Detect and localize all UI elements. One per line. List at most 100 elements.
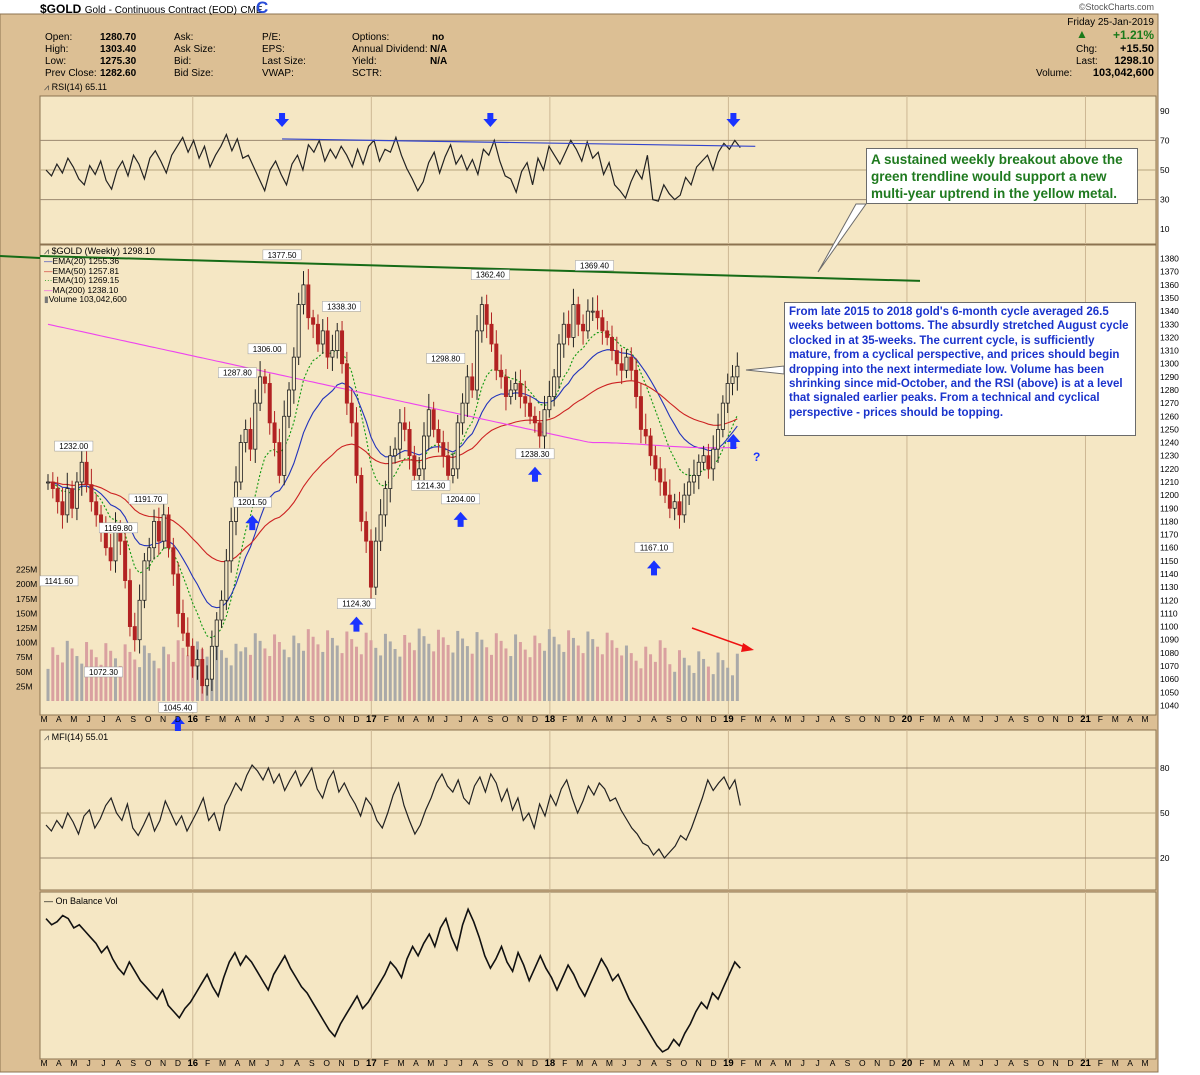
price-candle [638,396,643,430]
volume-bar [489,654,493,701]
price-tick-label: 1180 [1160,516,1179,526]
volume-bar [543,650,547,701]
x-tick-label: N [517,1058,523,1068]
volume-bar [287,657,291,701]
sctr-label: SCTR: [352,68,382,79]
x-tick-label: A [770,1058,776,1068]
price-tick-label: 1120 [1160,595,1179,605]
volume-bar [523,649,527,701]
x-tick-label: F [741,1058,746,1068]
high-label-box [54,440,94,452]
volume-trend-arrow [691,627,749,649]
x-tick-label: M [219,1058,226,1068]
mfi-label-text: MFI(14) 55.01 [51,732,109,742]
options-label: Options: [352,32,390,43]
price-tick-label: 1250 [1160,424,1179,434]
price-tick-label: 1060 [1160,674,1179,684]
volume-bar [393,649,397,701]
up-arrow-icon [453,511,468,527]
obv-legend-swatch: — [44,896,53,906]
x-tick-label: J [622,714,626,724]
volume-bar [248,654,252,701]
rsi-panel-icon: ⩘ [44,82,50,92]
price-trendline [39,254,921,282]
price-candle [605,330,610,338]
price-tick-label: 1100 [1160,622,1179,632]
price-candle [330,350,335,358]
price-candle [600,317,605,332]
volume-bar [446,644,450,701]
price-candle [648,435,653,457]
options-value: no [432,32,445,43]
price-candle [484,304,489,325]
x-tick-label: J [458,1058,462,1068]
price-candle [359,475,364,522]
x-tick-label: N [696,714,702,724]
x-tick-label: J [101,714,105,724]
volume-bar [263,648,267,701]
price-candle [291,356,296,391]
price-candle [354,422,359,476]
legend-ema10-text: EMA(10) 1269.15 [52,275,120,285]
high-label: 1232.00 [59,442,88,451]
price-tick-label: 1170 [1160,530,1179,540]
volume-bar [591,639,595,701]
price-tick-label: 1260 [1160,411,1179,421]
price-candle [653,455,658,470]
price-candle [537,422,542,437]
x-tick-label: N [517,714,523,724]
x-tick-label: J [101,1058,105,1068]
price-candle [142,560,147,601]
volume-bar [644,646,648,701]
price-candle [315,323,320,345]
x-tick-label: A [56,714,62,724]
price-candle [161,514,166,542]
price-candle [629,356,634,371]
volume-bar [94,657,98,701]
volume-bar [475,632,479,701]
x-tick-label: S [488,1058,494,1068]
volume-bar [273,634,277,701]
volume-bar [567,630,571,701]
high-label: 1338.30 [327,302,356,311]
x-tick-label: N [696,1058,702,1068]
x-tick-label: F [205,714,210,724]
price-candle [508,389,513,397]
price-candle [166,514,171,549]
mfi-line [45,763,741,859]
x-tick-label: O [1038,1058,1045,1068]
volume-bar [56,654,60,701]
volume-bar [557,644,561,701]
price-candle [267,383,272,424]
high-label: 1169.80 [104,524,133,533]
volume-bar [571,637,575,701]
price-candle [195,659,200,667]
volume-bar [51,647,55,701]
price-candle [532,415,537,424]
x-tick-label: 19 [723,714,734,725]
last-label: Last: [1076,56,1098,67]
price-candle [518,383,523,397]
price-tick-label: 1340 [1160,306,1179,316]
legend-ma200-swatch: — [44,284,53,295]
price-tick-label: 1150 [1160,556,1179,566]
volume-bar [99,664,103,701]
price-candle [614,350,619,365]
dividend-value: N/A [430,44,448,55]
high-label: 1191.70 [134,495,163,504]
volume-bar [147,653,151,701]
volume-bar [65,640,69,701]
x-tick-label: A [1008,714,1014,724]
volume-bar [441,637,445,701]
low-label: 1072.30 [89,668,118,677]
volume-bar [687,665,691,701]
price-tick-label: 1210 [1160,477,1179,487]
price-candle [253,402,258,450]
volume-bar [374,647,378,701]
x-tick-label: M [933,714,940,724]
up-triangle-icon: ▲ [1076,27,1088,41]
x-tick-label: F [562,1058,567,1068]
low-label-box [441,493,480,505]
price-candle [55,488,60,503]
price-candle [701,455,706,463]
